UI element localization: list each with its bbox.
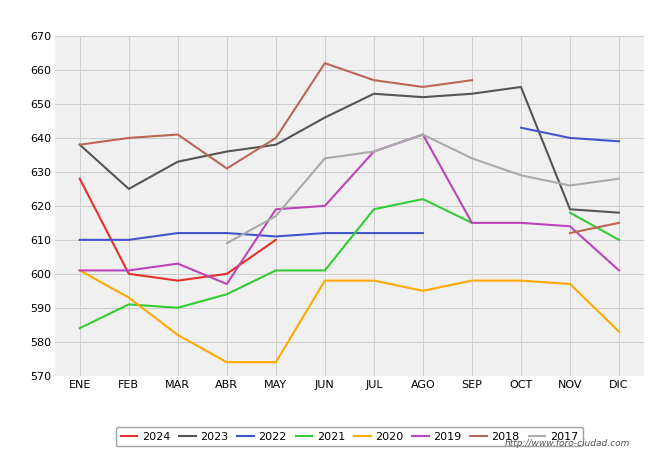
2021 (370, 207, 378, 212)
2022 (370, 230, 378, 236)
2022 (223, 230, 231, 236)
2023 (174, 159, 182, 164)
2021 (125, 302, 133, 307)
2020 (615, 329, 623, 334)
2018 (321, 60, 329, 66)
2022 (174, 230, 182, 236)
2023 (76, 142, 84, 148)
2018 (223, 166, 231, 171)
Line: 2023: 2023 (80, 87, 619, 213)
2020 (419, 288, 427, 293)
2019 (615, 268, 623, 273)
Legend: 2024, 2023, 2022, 2021, 2020, 2019, 2018, 2017: 2024, 2023, 2022, 2021, 2020, 2019, 2018… (116, 427, 582, 446)
2024 (76, 176, 84, 181)
2024 (125, 271, 133, 276)
2023 (223, 149, 231, 154)
Line: 2021: 2021 (80, 199, 472, 328)
2023 (272, 142, 280, 148)
2019 (223, 281, 231, 287)
2022 (76, 237, 84, 243)
2019 (517, 220, 525, 225)
2020 (223, 360, 231, 365)
2021 (321, 268, 329, 273)
2019 (272, 207, 280, 212)
2021 (174, 305, 182, 310)
Line: 2024: 2024 (80, 179, 276, 281)
2021 (76, 325, 84, 331)
2018 (370, 77, 378, 83)
2021 (468, 220, 476, 225)
2022 (272, 234, 280, 239)
2019 (174, 261, 182, 266)
2023 (419, 94, 427, 100)
2018 (174, 132, 182, 137)
2018 (76, 142, 84, 148)
2021 (272, 268, 280, 273)
2019 (468, 220, 476, 225)
2018 (419, 84, 427, 90)
2022 (419, 230, 427, 236)
2019 (76, 268, 84, 273)
2024 (174, 278, 182, 284)
2018 (468, 77, 476, 83)
2019 (566, 224, 574, 229)
2023 (468, 91, 476, 96)
2020 (125, 295, 133, 300)
Text: Afiliados en Maside a 31/5/2024: Afiliados en Maside a 31/5/2024 (203, 9, 447, 24)
2019 (419, 132, 427, 137)
2020 (370, 278, 378, 284)
2019 (321, 203, 329, 209)
2020 (76, 268, 84, 273)
2023 (517, 84, 525, 90)
2018 (125, 135, 133, 140)
2023 (125, 186, 133, 192)
2023 (615, 210, 623, 216)
2021 (223, 292, 231, 297)
2023 (566, 207, 574, 212)
Line: 2020: 2020 (80, 270, 619, 362)
2022 (125, 237, 133, 243)
2020 (174, 332, 182, 338)
2023 (321, 115, 329, 120)
2020 (468, 278, 476, 284)
Line: 2019: 2019 (80, 135, 619, 284)
2018 (272, 135, 280, 140)
2019 (125, 268, 133, 273)
2021 (419, 196, 427, 202)
2020 (566, 281, 574, 287)
Line: 2022: 2022 (80, 233, 423, 240)
2024 (223, 271, 231, 276)
2024 (272, 237, 280, 243)
Line: 2018: 2018 (80, 63, 472, 168)
2023 (370, 91, 378, 96)
2020 (321, 278, 329, 284)
Text: http://www.foro-ciudad.com: http://www.foro-ciudad.com (505, 439, 630, 448)
2020 (272, 360, 280, 365)
2022 (321, 230, 329, 236)
2020 (517, 278, 525, 284)
2019 (370, 149, 378, 154)
